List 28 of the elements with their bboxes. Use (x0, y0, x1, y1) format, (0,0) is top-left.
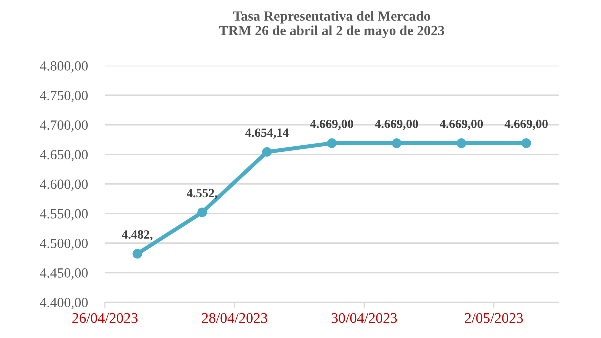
point (262, 147, 272, 158)
data-label: 4.654,14 (246, 128, 289, 139)
point (392, 138, 402, 148)
y-tick-label: 4.550,00 (40, 209, 88, 221)
x-tick-label: 2/05/2023 (465, 313, 524, 324)
data-label: 4.552, (186, 189, 218, 200)
y-tick-label: 4.500,00 (40, 238, 88, 250)
y-tick-label: 4.650,00 (40, 150, 88, 162)
y-tick-label: 4.750,00 (40, 91, 88, 102)
data-label: 4.669,00 (440, 120, 484, 130)
y-tick-label: 4.800,00 (40, 61, 88, 73)
x-tick-label: 30/04/2023 (332, 313, 398, 324)
data-label: 4.669,00 (504, 120, 548, 130)
x-tick-label: 26/04/2023 (72, 313, 138, 324)
chart-title: Tasa Representativa del Mercado TRM 26 de abril al 2 de mayo de 2023 (219, 11, 444, 38)
y-tick-label: 4.700,00 (40, 120, 88, 132)
x-tick-label: 28/04/2023 (202, 313, 268, 324)
y-tick-label: 4.600,00 (40, 180, 88, 192)
point (198, 208, 208, 218)
data-label: 4.669,00 (310, 120, 354, 130)
data-label: 4.669,00 (375, 120, 418, 130)
point (456, 138, 467, 148)
data-label: 4.482, (122, 230, 153, 241)
y-tick-label: 4.400,00 (40, 298, 88, 310)
point (327, 138, 337, 148)
y-tick-label: 4.450,00 (40, 268, 88, 280)
point (522, 138, 532, 148)
point (132, 249, 142, 259)
